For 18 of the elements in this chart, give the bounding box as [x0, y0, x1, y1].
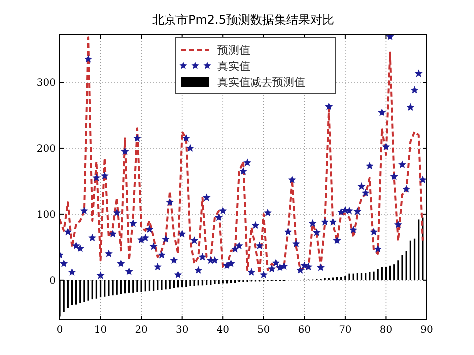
y-tick-label: 100: [36, 210, 56, 221]
y-tick-label: 0: [50, 276, 56, 287]
x-tick-label: 30: [176, 325, 189, 336]
x-tick-label: 50: [258, 325, 270, 336]
x-tick-label: 70: [339, 325, 352, 336]
x-tick-label: 60: [298, 325, 312, 336]
x-tick-label: 0: [56, 325, 64, 336]
legend-label: 真实值: [218, 60, 250, 73]
x-tick-label: 40: [216, 325, 230, 336]
x-tick-label: 10: [94, 325, 108, 336]
legend-label: 预测值: [218, 44, 250, 57]
y-tick-label: 300: [36, 78, 56, 89]
x-tick-label: 90: [420, 325, 434, 336]
x-tick-label: 80: [380, 325, 393, 336]
chart-title: 北京市Pm2.5预测数据集结果对比: [152, 13, 335, 27]
legend-label: 真实值减去预测值: [218, 76, 306, 89]
y-tick-label: 200: [36, 144, 56, 155]
x-tick-label: 20: [135, 325, 148, 336]
